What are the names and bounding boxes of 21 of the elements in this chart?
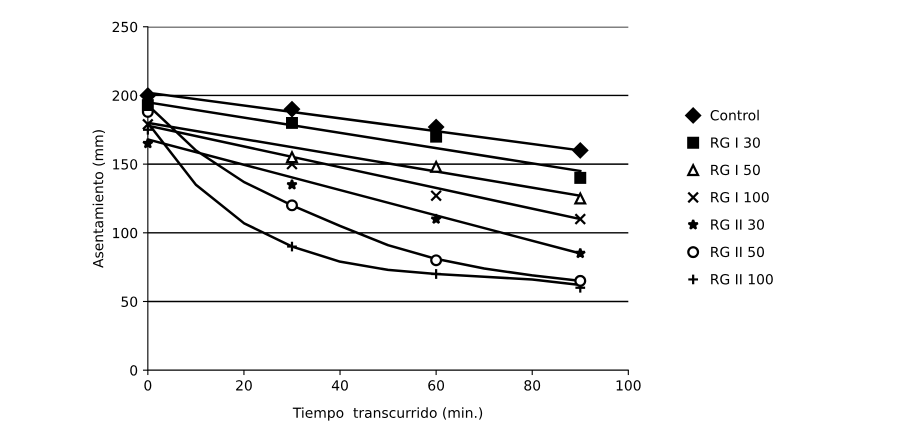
- y-tick-label: 150: [113, 159, 138, 170]
- y-tick-label: 250: [112, 22, 138, 32]
- x-tick-label: 0: [144, 380, 152, 391]
- y-tick-label: 50: [122, 296, 138, 307]
- x-tick-label: 80: [524, 380, 540, 391]
- y-tick-label: 100: [113, 228, 138, 238]
- legend-label: RG II 100: [711, 274, 773, 284]
- legend-label: RG I 30: [711, 137, 760, 148]
- legend-label: RG I 50: [711, 164, 760, 176]
- legend-label: RG I 100: [711, 192, 769, 202]
- x-tick-label: 60: [428, 380, 444, 391]
- x-tick-label: 40: [332, 380, 348, 391]
- y-tick-label: 0: [130, 365, 138, 376]
- x-axis-title: Tiempo transcurrido (min.): [292, 407, 482, 421]
- y-tick-label: 200: [112, 90, 138, 101]
- x-tick-label: 100: [616, 380, 641, 391]
- legend-label: Control: [710, 110, 759, 121]
- x-tick-label: 20: [236, 380, 252, 391]
- legend-label: RG II 50: [711, 246, 764, 258]
- legend-label: RG II 30: [711, 219, 764, 230]
- y-axis-title: Asentamiento (mm): [92, 130, 105, 268]
